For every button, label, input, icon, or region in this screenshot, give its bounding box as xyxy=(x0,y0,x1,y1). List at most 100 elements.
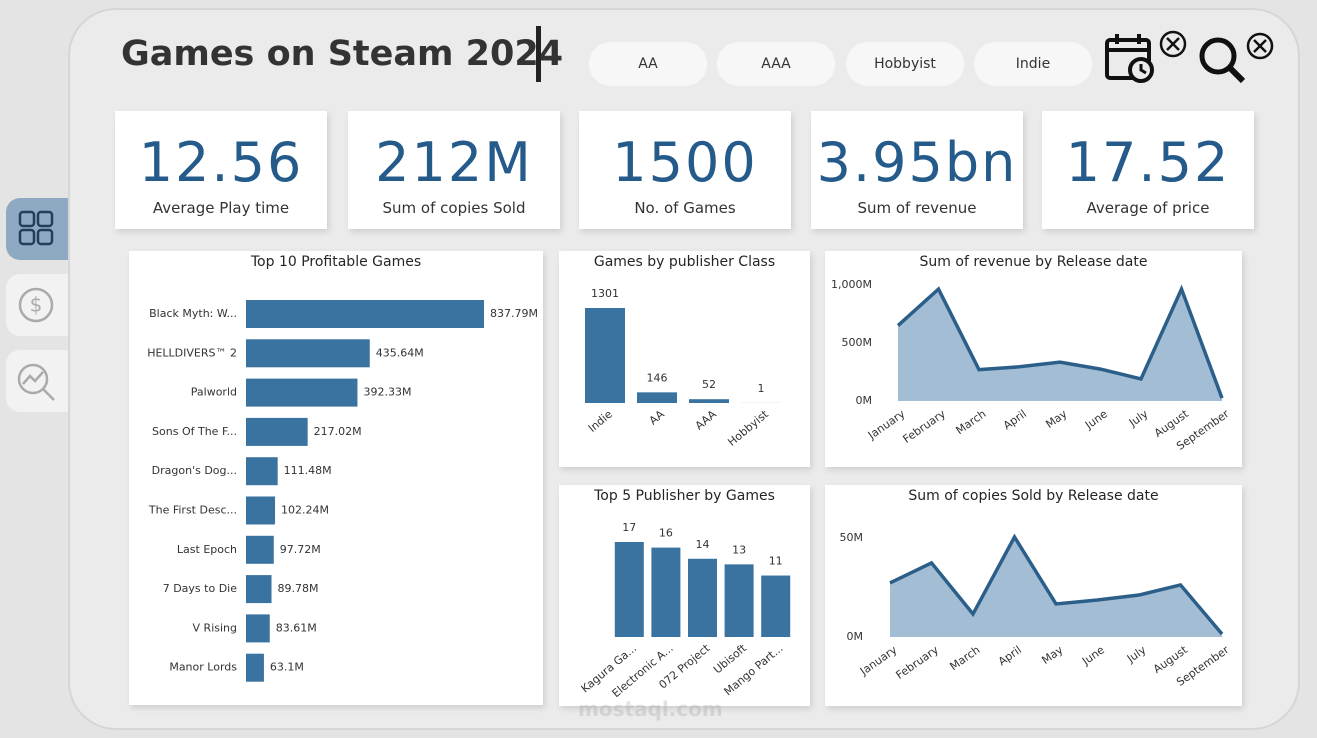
category-label: Dragon's Dog... xyxy=(152,464,237,477)
nav-tab[interactable]: $ xyxy=(6,274,68,336)
data-label: 11 xyxy=(769,555,783,568)
nav-icon xyxy=(18,210,54,246)
data-label: 435.64M xyxy=(376,346,424,359)
data-label: 13 xyxy=(732,543,746,556)
data-label: 111.48M xyxy=(284,464,332,477)
category-label: Black Myth: W... xyxy=(149,307,237,320)
nav-icon xyxy=(17,363,55,401)
line xyxy=(896,284,1224,399)
chart-panel: Sum of revenue by Release date 0M 500M 1,00… xyxy=(825,251,1242,467)
bar xyxy=(246,417,308,446)
chart-title: Top 10 Profitable Games xyxy=(250,254,421,270)
kpi-value: 17.52 xyxy=(1065,131,1231,194)
chart-title: Top 5 Publisher by Games xyxy=(593,488,775,504)
data-label: 63.1M xyxy=(270,661,304,674)
bar xyxy=(614,542,644,637)
bar xyxy=(246,653,264,682)
y-tick-label: 0M xyxy=(847,630,864,643)
chart-panel: Games by publisher Class 1301 Indie 146 AA 52… xyxy=(559,251,810,467)
kpi-value: 1500 xyxy=(612,131,758,194)
data-label: 17 xyxy=(622,521,636,534)
chart-title: Sum of revenue by Release date xyxy=(920,254,1148,270)
kpi-label: Average of price xyxy=(1086,199,1210,217)
bar xyxy=(688,558,717,637)
kpi-value: 12.56 xyxy=(138,131,304,194)
data-label: 14 xyxy=(696,538,710,551)
category-label: HELLDIVERS™ 2 xyxy=(147,346,237,359)
chart-title: Games by publisher Class xyxy=(594,254,775,270)
x-tick-label: April xyxy=(1001,407,1029,432)
kpi-card: 17.52 Average of price xyxy=(1042,111,1254,229)
x-tick-label: May xyxy=(1039,643,1065,667)
data-label: 83.61M xyxy=(276,621,317,634)
data-label: 1301 xyxy=(591,287,619,300)
data-label: 89.78M xyxy=(278,582,319,595)
bar xyxy=(246,300,484,328)
category-label: Last Epoch xyxy=(177,543,237,556)
kpi-label: Sum of revenue xyxy=(857,199,977,217)
x-tick-label: March xyxy=(954,407,989,437)
kpi-value: 3.95bn xyxy=(816,131,1018,194)
kpi-card: 12.56 Average Play time xyxy=(115,111,327,229)
toolbar-icons[interactable] xyxy=(1100,28,1280,88)
category-label: V Rising xyxy=(193,621,237,634)
category-label: Hobbyist xyxy=(725,407,771,449)
chart-panel: Sum of copies Sold by Release date 0M 50M J… xyxy=(825,485,1242,706)
data-label: 1 xyxy=(758,382,765,395)
category-label: Sons Of The F... xyxy=(152,425,237,438)
y-tick-label: 50M xyxy=(840,531,864,544)
category-label: Indie xyxy=(586,407,615,434)
kpi-card: 212M Sum of copies Sold xyxy=(348,111,560,229)
x-tick-label: February xyxy=(894,643,942,682)
x-tick-label: July xyxy=(1124,643,1149,666)
kpi-card: 3.95bn Sum of revenue xyxy=(811,111,1023,229)
x-tick-label: July xyxy=(1126,407,1151,430)
nav-icon: $ xyxy=(18,287,54,323)
category-label: Palworld xyxy=(191,386,237,399)
x-tick-label: June xyxy=(1079,643,1107,668)
kpi-value: 212M xyxy=(375,131,533,194)
category-label: The First Desc... xyxy=(148,504,237,517)
y-tick-label: 500M xyxy=(842,336,873,349)
filter-button[interactable]: Hobbyist xyxy=(846,42,964,86)
bar xyxy=(637,392,677,403)
bar xyxy=(246,457,278,486)
data-label: 392.33M xyxy=(363,386,411,399)
category-label: Manor Lords xyxy=(169,661,237,674)
bar xyxy=(246,535,274,564)
data-label: 146 xyxy=(647,371,668,384)
data-label: 16 xyxy=(659,527,673,540)
x-tick-label: January xyxy=(857,643,900,678)
bar xyxy=(246,339,370,368)
filter-button[interactable]: Indie xyxy=(974,42,1092,86)
bar xyxy=(246,575,272,604)
category-label: AA xyxy=(647,407,667,427)
data-label: 102.24M xyxy=(281,504,329,517)
bar xyxy=(689,399,729,403)
chart-title: Sum of copies Sold by Release date xyxy=(908,488,1158,504)
filter-button[interactable]: AA xyxy=(589,42,707,86)
area xyxy=(890,537,1222,637)
x-tick-label: March xyxy=(948,643,983,673)
line xyxy=(889,533,1224,636)
area xyxy=(898,289,1222,401)
y-tick-label: 1,000M xyxy=(831,278,872,291)
bar xyxy=(246,378,358,407)
bar xyxy=(246,614,270,643)
data-label: 837.79M xyxy=(490,307,538,320)
kpi-label: Average Play time xyxy=(152,199,290,217)
category-label: 7 Days to Die xyxy=(163,582,238,595)
filter-button[interactable]: AAA xyxy=(717,42,835,86)
data-label: 97.72M xyxy=(280,543,321,556)
nav-tab[interactable] xyxy=(6,198,68,260)
x-tick-label: April xyxy=(996,643,1024,668)
bar xyxy=(651,547,681,637)
x-tick-label: February xyxy=(901,407,949,446)
y-tick-label: 0M xyxy=(856,394,873,407)
nav-tab[interactable] xyxy=(6,350,68,412)
watermark: mostaql.com xyxy=(578,697,723,721)
x-tick-label: May xyxy=(1043,407,1069,431)
bar xyxy=(585,308,625,403)
